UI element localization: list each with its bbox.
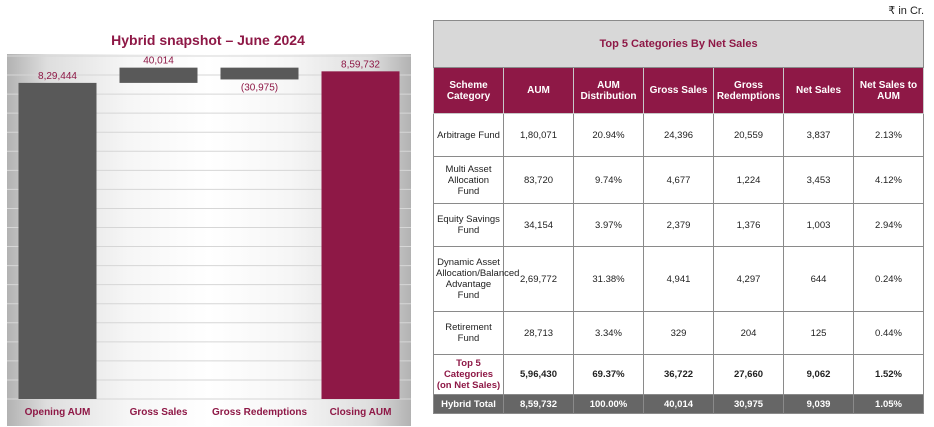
cell-scheme-category: Equity Savings Fund [433,203,504,247]
cell-net-sales: 644 [783,246,854,312]
cell-scheme-category: Hybrid Total [433,394,504,414]
waterfall-bar [119,67,198,83]
cell-gross-redemptions: 4,297 [713,246,784,312]
category-label: Gross Redemptions [212,407,307,418]
cell-aum-distribution: 3.34% [573,311,644,355]
category-label: Gross Sales [130,407,188,418]
cell-net-sales: 125 [783,311,854,355]
cell-aum-distribution: 9.74% [573,156,644,204]
cell-net-sales: 9,039 [783,394,854,414]
cell-gross-sales: 2,379 [643,203,714,247]
cell-aum-distribution: 31.38% [573,246,644,312]
unit-note: ₹ in Cr. [888,5,924,17]
cell-aum: 28,713 [503,311,574,355]
cell-gross-redemptions: 27,660 [713,354,784,395]
waterfall-chart-area: 8,29,444 Opening AUM 40,014 Gross Sales (30,… [7,54,411,426]
data-label: 8,29,444 [38,71,77,82]
table-title: Top 5 Categories By Net Sales [432,20,925,68]
cell-aum-distribution: 100.00% [573,394,644,414]
col-header-aum-distribution: AUM Distribution [573,67,644,114]
cell-gross-redemptions: 30,975 [713,394,784,414]
col-header-net-sales-to-aum: Net Sales to AUM [852,67,925,114]
cell-net-sales: 3,453 [783,156,854,204]
table-row: Equity Savings Fund 34,154 3.97% 2,379 1… [433,203,925,247]
col-header-gross-redemptions: Gross Redemptions [713,67,784,114]
cell-scheme-category: Retirement Fund [433,311,504,355]
cell-gross-sales: 36,722 [643,354,714,395]
cell-aum: 8,59,732 [503,394,574,414]
table-row-hybrid-total: Hybrid Total 8,59,732 100.00% 40,014 30,… [433,394,925,414]
cell-aum-distribution: 20.94% [573,113,644,157]
cell-scheme-category: Multi Asset Allocation Fund [433,156,504,204]
cell-scheme-category: Dynamic Asset Allocation/Balanced Advant… [433,246,519,312]
category-label: Closing AUM [330,407,392,418]
cell-net-sales-to-aum: 1.05% [852,394,925,414]
cell-net-sales-to-aum: 2.13% [852,113,925,157]
cell-net-sales-to-aum: 4.12% [852,156,925,204]
cell-gross-sales: 329 [643,311,714,355]
col-header-scheme-category: Scheme Category [433,67,504,114]
waterfall-bar [220,67,299,80]
cell-net-sales: 9,062 [783,354,854,395]
cell-gross-redemptions: 1,376 [713,203,784,247]
data-label: 40,014 [143,56,174,67]
cell-gross-redemptions: 1,224 [713,156,784,204]
cell-aum: 83,720 [503,156,574,204]
cell-gross-redemptions: 204 [713,311,784,355]
cell-gross-sales: 4,941 [643,246,714,312]
cell-gross-redemptions: 20,559 [713,113,784,157]
cell-aum: 5,96,430 [503,354,574,395]
waterfall-bar [18,82,97,399]
table-row: Arbitrage Fund 1,80,071 20.94% 24,396 20… [433,113,925,157]
waterfall-chart: 8,29,444 Opening AUM 40,014 Gross Sales (30,… [7,55,411,418]
waterfall-bar [321,71,400,399]
col-header-net-sales: Net Sales [783,67,854,114]
data-label: (30,975) [241,82,278,93]
cell-net-sales-to-aum: 0.44% [852,311,925,355]
table-row: Dynamic Asset Allocation/Balanced Advant… [433,246,925,312]
col-header-aum: AUM [503,67,574,114]
table-row: Retirement Fund 28,713 3.34% 329 204 125… [433,311,925,355]
cell-scheme-category: Arbitrage Fund [433,113,504,157]
table-row-top5-total: Top 5 Categories (on Net Sales) 5,96,430… [433,354,925,395]
col-header-gross-sales: Gross Sales [643,67,714,114]
cell-net-sales: 1,003 [783,203,854,247]
cell-net-sales-to-aum: 2.94% [852,203,925,247]
cell-aum: 1,80,071 [503,113,574,157]
cell-scheme-category: Top 5 Categories (on Net Sales) [433,354,504,395]
cell-gross-sales: 40,014 [643,394,714,414]
cell-aum-distribution: 3.97% [573,203,644,247]
cell-gross-sales: 24,396 [643,113,714,157]
cell-net-sales: 3,837 [783,113,854,157]
table-row: Multi Asset Allocation Fund 83,720 9.74%… [433,156,925,204]
cell-gross-sales: 4,677 [643,156,714,204]
data-label: 8,59,732 [341,59,380,70]
top-categories-table: Top 5 Categories By Net Sales Scheme Cat… [432,20,925,414]
cell-aum-distribution: 69.37% [573,354,644,395]
cell-aum: 2,69,772 [503,246,574,312]
chart-title: Hybrid snapshot – June 2024 [111,32,305,48]
cell-net-sales-to-aum: 0.24% [852,246,925,312]
cell-net-sales-to-aum: 1.52% [852,354,925,395]
cell-aum: 34,154 [503,203,574,247]
category-label: Opening AUM [25,407,91,418]
